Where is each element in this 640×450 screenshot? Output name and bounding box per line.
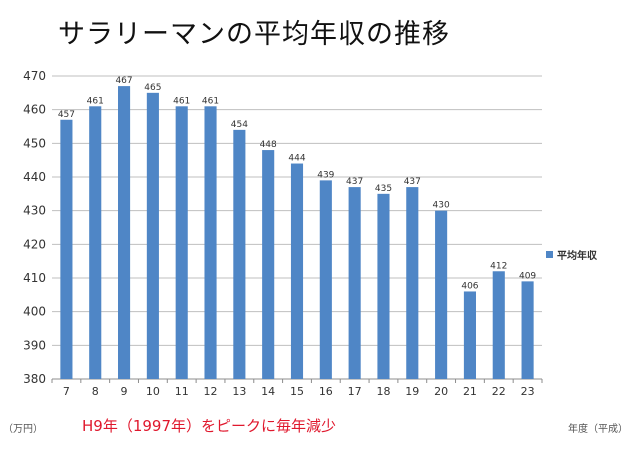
bar xyxy=(521,281,534,379)
y-tick-label: 470 xyxy=(23,69,46,83)
x-tick-label: 14 xyxy=(261,385,275,398)
x-tick-label: 8 xyxy=(92,385,99,398)
legend-label: 平均年収 xyxy=(557,251,597,262)
chart-title: サラリーマンの平均年収の推移 xyxy=(58,19,450,50)
data-label: 444 xyxy=(288,154,305,164)
bar xyxy=(204,106,217,380)
x-tick-label: 12 xyxy=(204,385,218,398)
bar xyxy=(60,119,73,380)
data-label: 437 xyxy=(404,177,421,187)
x-tick-label: 23 xyxy=(521,385,535,398)
data-label: 435 xyxy=(375,184,392,194)
peak-annotation: H9年（1997年）をピークに毎年減少 xyxy=(82,417,336,435)
data-label: 461 xyxy=(87,96,104,106)
legend-swatch xyxy=(546,251,553,258)
x-tick-label: 17 xyxy=(348,385,362,398)
x-tick-label: 15 xyxy=(290,385,304,398)
data-label: 461 xyxy=(173,96,190,106)
bar xyxy=(118,86,131,379)
x-tick-label: 10 xyxy=(146,385,160,398)
bar xyxy=(146,92,159,379)
x-tick-label: 18 xyxy=(376,385,390,398)
y-tick-label: 380 xyxy=(23,372,46,386)
x-axis-unit-label: 年度（平成） xyxy=(568,424,628,435)
x-tick-label: 16 xyxy=(319,385,333,398)
legend: 平均年収 xyxy=(546,247,597,262)
x-tick-label: 22 xyxy=(492,385,506,398)
x-tick-label: 7 xyxy=(63,385,70,398)
data-label: 467 xyxy=(115,76,132,86)
data-label: 448 xyxy=(260,140,277,150)
y-tick-label: 450 xyxy=(23,136,46,150)
y-tick-label: 390 xyxy=(23,338,46,352)
data-label: 406 xyxy=(461,281,478,291)
y-tick-label: 410 xyxy=(23,271,46,285)
bar xyxy=(290,163,304,379)
bar xyxy=(377,193,390,379)
data-label: 457 xyxy=(58,110,75,120)
data-label: 461 xyxy=(202,96,219,106)
x-tick-label: 19 xyxy=(405,385,419,398)
data-label: 412 xyxy=(490,261,507,271)
y-tick-label: 440 xyxy=(23,170,46,184)
y-tick-label: 400 xyxy=(23,305,46,319)
data-label: 409 xyxy=(519,271,536,281)
bar xyxy=(319,180,332,379)
bar xyxy=(233,129,246,379)
data-label: 430 xyxy=(433,201,450,211)
bar xyxy=(175,106,188,380)
bar xyxy=(463,291,476,379)
bar xyxy=(262,150,275,379)
data-label: 454 xyxy=(231,120,248,130)
y-tick-label: 420 xyxy=(23,237,46,251)
x-tick-label: 21 xyxy=(463,385,477,398)
x-tick-label: 20 xyxy=(434,385,448,398)
y-axis-unit-label: （万円） xyxy=(3,424,43,435)
bar xyxy=(89,106,102,380)
bar xyxy=(435,210,448,379)
bar xyxy=(348,187,361,379)
x-tick-label: 9 xyxy=(121,385,128,398)
data-label: 439 xyxy=(317,170,334,180)
bar xyxy=(406,187,419,379)
data-label: 465 xyxy=(144,83,161,93)
bar xyxy=(492,271,505,379)
y-tick-label: 460 xyxy=(23,103,46,117)
data-label: 437 xyxy=(346,177,363,187)
x-tick-label: 11 xyxy=(175,385,189,398)
y-tick-label: 430 xyxy=(23,204,46,218)
x-tick-label: 13 xyxy=(232,385,246,398)
